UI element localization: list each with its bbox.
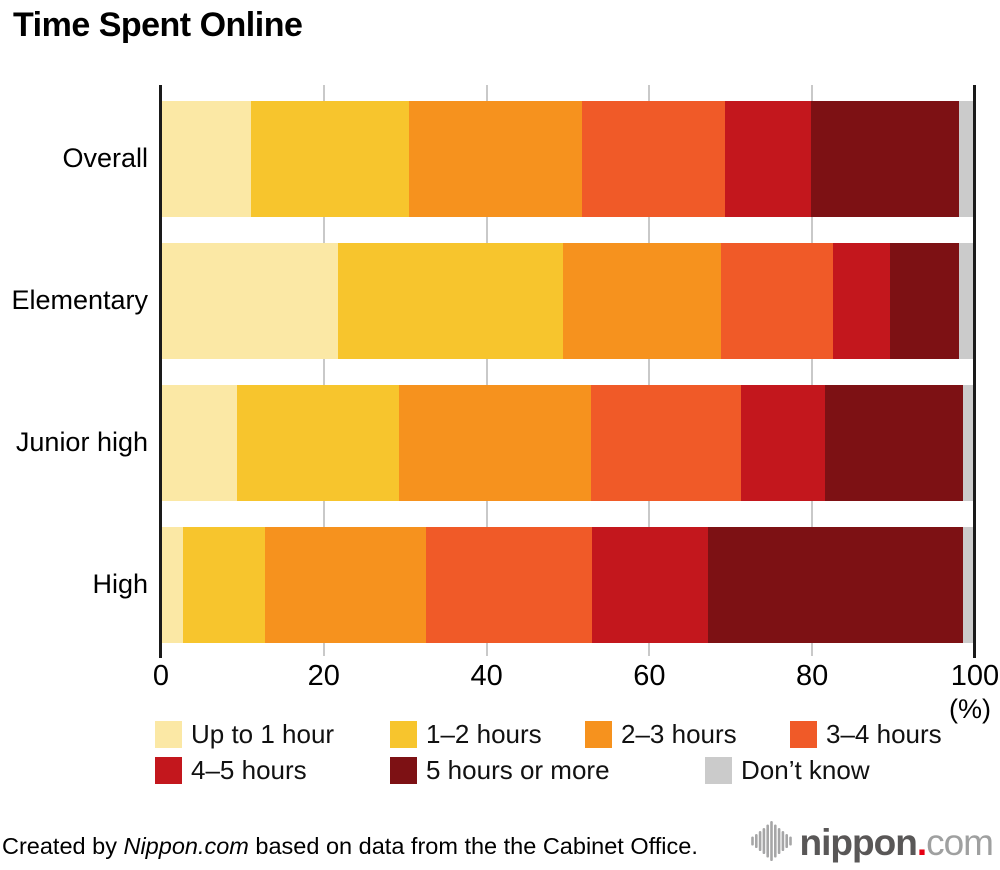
tick-label: 0 xyxy=(152,660,170,692)
bar-segment xyxy=(399,385,591,501)
axis-end-line xyxy=(973,85,976,658)
soundwave-icon xyxy=(750,819,794,868)
tick-label: 100 xyxy=(950,660,1000,692)
bar-segment xyxy=(959,101,975,217)
legend-label: 5 hours or more xyxy=(426,755,610,785)
legend-swatch xyxy=(390,757,417,784)
bar-segment xyxy=(740,385,826,501)
chart-title: Time Spent Online xyxy=(13,6,303,44)
bar-segment xyxy=(962,527,975,643)
legend-swatch xyxy=(790,721,817,748)
tick-label: 40 xyxy=(470,660,503,692)
bar-segment xyxy=(265,527,427,643)
bar-segment xyxy=(810,101,960,217)
tick-label: 60 xyxy=(633,660,666,692)
footer-credit: Created by Nippon.com based on data from… xyxy=(2,833,698,860)
logo-text-com: com xyxy=(926,822,994,863)
credit-source: Nippon.com xyxy=(123,833,249,859)
bar-segment xyxy=(409,101,582,217)
legend-label: 4–5 hours xyxy=(191,755,307,785)
bar-segment xyxy=(725,101,811,217)
bar-segment xyxy=(581,101,726,217)
bar-segment xyxy=(161,527,183,643)
legend-label: 2–3 hours xyxy=(621,719,737,749)
axis-end-line xyxy=(159,85,162,658)
bar-segment xyxy=(161,243,339,359)
logo-text: nippon.com xyxy=(799,822,994,864)
category-label: Junior high xyxy=(15,427,148,457)
legend-item: 4–5 hours xyxy=(155,755,390,786)
gridline xyxy=(322,85,325,656)
legend-item: Don’t know xyxy=(705,755,870,786)
legend-swatch xyxy=(390,721,417,748)
gridline xyxy=(811,85,814,656)
tick-label: 20 xyxy=(307,660,340,692)
gridline xyxy=(648,85,651,656)
unit-label: (%) xyxy=(949,694,991,724)
bar-segment xyxy=(958,243,975,359)
legend-row-2: 4–5 hours 5 hours or more Don’t know xyxy=(155,755,870,786)
bar-segment xyxy=(890,243,959,359)
bar-row xyxy=(161,101,975,217)
bar-row xyxy=(161,243,975,359)
gridline xyxy=(485,85,488,656)
bar-segment xyxy=(592,527,708,643)
bar-segment xyxy=(426,527,593,643)
category-label: High xyxy=(92,569,148,599)
legend-item: 3–4 hours xyxy=(790,719,942,750)
bar-segment xyxy=(161,101,252,217)
bar-segment xyxy=(563,243,721,359)
bar-segment xyxy=(236,385,400,501)
category-label: Overall xyxy=(62,143,148,173)
legend-label: 3–4 hours xyxy=(826,719,942,749)
tick-label: 80 xyxy=(796,660,829,692)
legend-swatch xyxy=(155,757,182,784)
legend-label: Up to 1 hour xyxy=(191,719,335,749)
legend-swatch xyxy=(155,721,182,748)
legend-row-1: Up to 1 hour 1–2 hours 2–3 hours 3–4 hours xyxy=(155,719,942,750)
bar-segment xyxy=(338,243,564,359)
legend-swatch xyxy=(705,757,732,784)
bar-segment xyxy=(182,527,266,643)
credit-prefix: Created by xyxy=(2,833,124,859)
bar-segment xyxy=(161,385,237,501)
bar-row xyxy=(161,385,975,501)
legend-swatch xyxy=(585,721,612,748)
legend-label: 1–2 hours xyxy=(426,719,542,749)
bar-segment xyxy=(707,527,963,643)
bar-segment xyxy=(825,385,963,501)
nippon-logo: nippon.com xyxy=(750,819,994,868)
logo-text-nippon: nippon xyxy=(799,822,918,863)
bar-segment xyxy=(590,385,741,501)
bar-segment xyxy=(962,385,975,501)
legend-item: 2–3 hours xyxy=(585,719,790,750)
bar-segment xyxy=(832,243,891,359)
legend-label: Don’t know xyxy=(741,755,870,785)
bar-row xyxy=(161,527,975,643)
category-label: Elementary xyxy=(11,285,148,315)
legend-item: 5 hours or more xyxy=(390,755,705,786)
bar-segment xyxy=(251,101,410,217)
logo-dot: . xyxy=(916,822,927,863)
legend-item: Up to 1 hour xyxy=(155,719,390,750)
legend-item: 1–2 hours xyxy=(390,719,585,750)
credit-suffix: based on data from the the Cabinet Offic… xyxy=(248,833,698,859)
bar-segment xyxy=(721,243,833,359)
